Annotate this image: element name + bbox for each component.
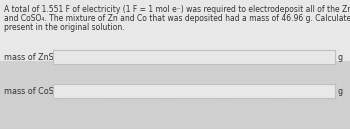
FancyBboxPatch shape [0,61,350,129]
Text: present in the original solution.: present in the original solution. [4,23,125,32]
FancyBboxPatch shape [53,50,335,64]
Text: and CoSO₄. The mixture of Zn and Co that was deposited had a mass of 46.96 g. Ca: and CoSO₄. The mixture of Zn and Co that… [4,14,350,23]
Text: mass of CoSO₄:: mass of CoSO₄: [4,87,66,95]
Text: g: g [338,87,343,95]
Text: g: g [338,53,343,62]
Text: ♢: ♢ [338,13,345,22]
Text: mass of ZnSO₄:: mass of ZnSO₄: [4,53,66,62]
FancyBboxPatch shape [53,84,335,98]
Text: A total of 1.551 F of electricity (1 F = 1 mol e⁻) was required to electrodeposi: A total of 1.551 F of electricity (1 F =… [4,5,350,14]
